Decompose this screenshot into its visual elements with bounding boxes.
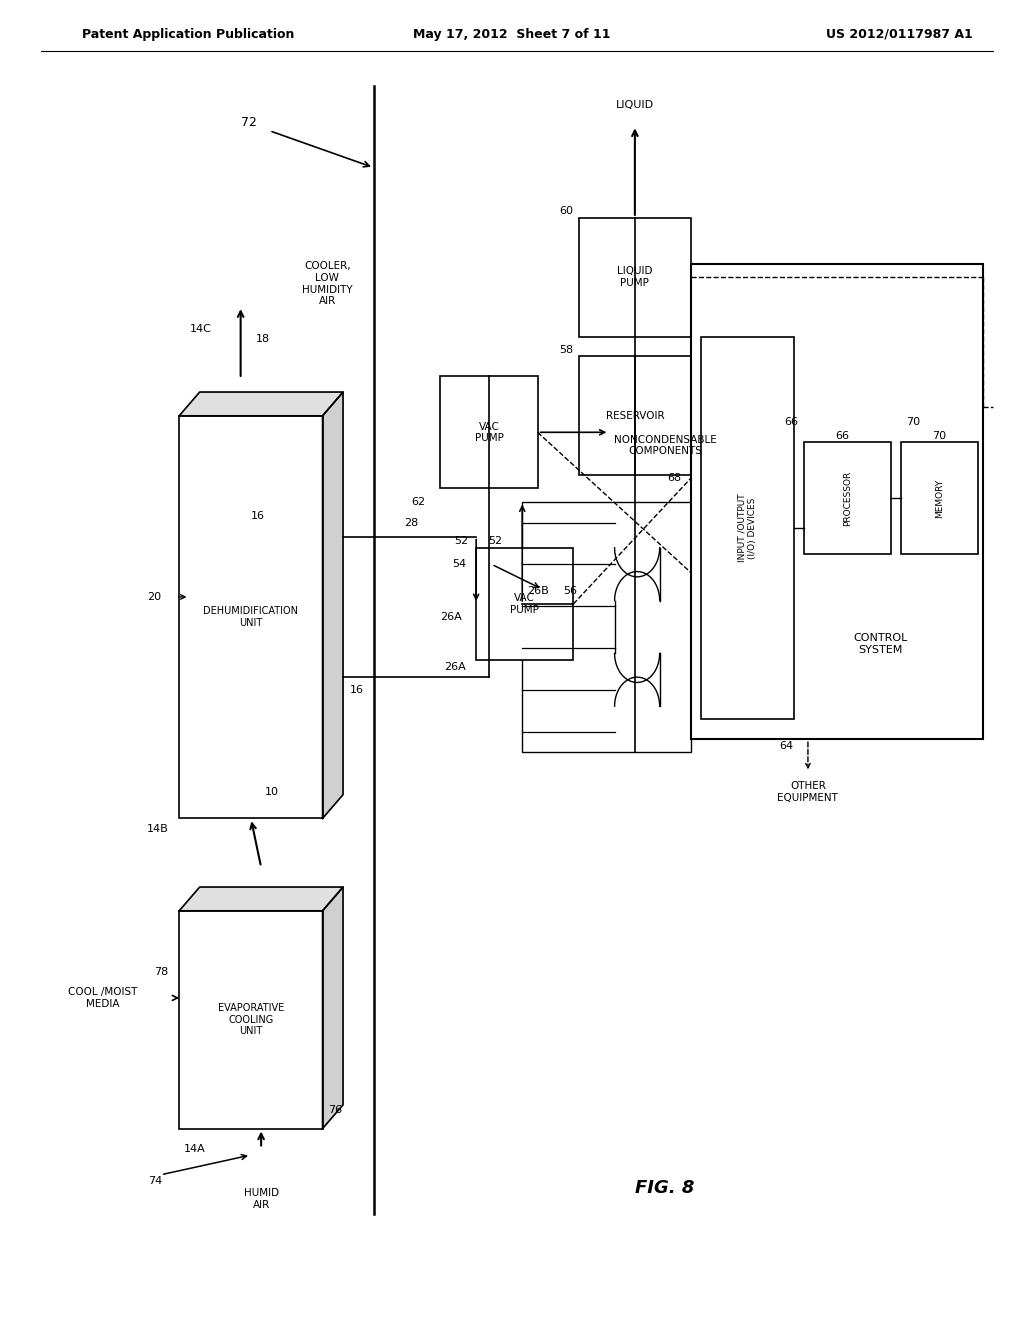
Text: COOLER,
LOW
HUMIDITY
AIR: COOLER, LOW HUMIDITY AIR xyxy=(302,261,352,306)
Text: 68: 68 xyxy=(667,473,681,483)
Text: 52: 52 xyxy=(454,536,468,546)
Text: 10: 10 xyxy=(265,787,280,797)
Polygon shape xyxy=(323,887,343,1129)
Text: CONTROL
SYSTEM: CONTROL SYSTEM xyxy=(854,634,908,655)
Text: 26A: 26A xyxy=(440,612,462,622)
Text: 14B: 14B xyxy=(147,824,169,834)
Text: LIQUID
PUMP: LIQUID PUMP xyxy=(617,267,652,288)
Bar xyxy=(579,356,691,475)
Text: 18: 18 xyxy=(256,334,270,345)
Text: May 17, 2012  Sheet 7 of 11: May 17, 2012 Sheet 7 of 11 xyxy=(414,28,610,41)
Text: 58: 58 xyxy=(559,345,573,355)
Text: 70: 70 xyxy=(906,417,921,428)
Text: 66: 66 xyxy=(836,430,849,441)
Bar xyxy=(179,911,323,1129)
Text: OTHER
EQUIPMENT: OTHER EQUIPMENT xyxy=(777,781,839,803)
Bar xyxy=(901,442,978,554)
Bar xyxy=(440,376,538,488)
Text: 72: 72 xyxy=(241,116,257,129)
Bar xyxy=(691,264,983,739)
Text: NONCONDENSABLE
COMPONENTS: NONCONDENSABLE COMPONENTS xyxy=(614,434,717,457)
Text: 14A: 14A xyxy=(184,1144,206,1155)
Text: 62: 62 xyxy=(411,496,425,507)
Bar xyxy=(701,337,794,719)
Text: 70: 70 xyxy=(933,430,946,441)
Text: 52: 52 xyxy=(488,536,503,546)
Text: 78: 78 xyxy=(154,966,168,977)
Text: 54: 54 xyxy=(452,560,466,569)
Text: VAC
PUMP: VAC PUMP xyxy=(510,593,540,615)
Text: MEMORY: MEMORY xyxy=(935,479,944,517)
Polygon shape xyxy=(179,887,343,911)
Text: 66: 66 xyxy=(784,417,799,428)
Text: 74: 74 xyxy=(148,1176,163,1187)
Text: FIG. 8: FIG. 8 xyxy=(635,1179,694,1197)
Text: PROCESSOR: PROCESSOR xyxy=(843,471,852,525)
Text: 26A: 26A xyxy=(444,661,466,672)
Text: INPUT /OUTPUT
(I/O) DEVICES: INPUT /OUTPUT (I/O) DEVICES xyxy=(738,494,757,562)
Text: 56: 56 xyxy=(563,586,578,595)
Text: HUMID
AIR: HUMID AIR xyxy=(244,1188,279,1209)
Text: 26B: 26B xyxy=(527,586,549,595)
Text: US 2012/0117987 A1: US 2012/0117987 A1 xyxy=(826,28,973,41)
Bar xyxy=(522,502,691,752)
Text: 60: 60 xyxy=(559,206,573,216)
Text: DEHUMIDIFICATION
UNIT: DEHUMIDIFICATION UNIT xyxy=(204,606,298,628)
Text: 20: 20 xyxy=(146,591,161,602)
Text: VAC
PUMP: VAC PUMP xyxy=(474,421,504,444)
Text: COOL /MOIST
MEDIA: COOL /MOIST MEDIA xyxy=(68,987,137,1008)
Text: RESERVOIR: RESERVOIR xyxy=(605,411,665,421)
Text: 28: 28 xyxy=(404,519,419,528)
Bar xyxy=(804,442,891,554)
Bar xyxy=(476,548,573,660)
Text: Patent Application Publication: Patent Application Publication xyxy=(82,28,294,41)
Text: 16: 16 xyxy=(349,685,364,694)
Text: 16: 16 xyxy=(251,511,265,521)
Polygon shape xyxy=(323,392,343,818)
Text: 14C: 14C xyxy=(190,323,212,334)
Text: LIQUID: LIQUID xyxy=(615,99,654,110)
Text: 64: 64 xyxy=(779,741,794,751)
Text: EVAPORATIVE
COOLING
UNIT: EVAPORATIVE COOLING UNIT xyxy=(218,1003,284,1036)
Polygon shape xyxy=(179,392,343,416)
Text: 76: 76 xyxy=(328,1105,342,1115)
Bar xyxy=(179,416,323,818)
Bar xyxy=(579,218,691,337)
